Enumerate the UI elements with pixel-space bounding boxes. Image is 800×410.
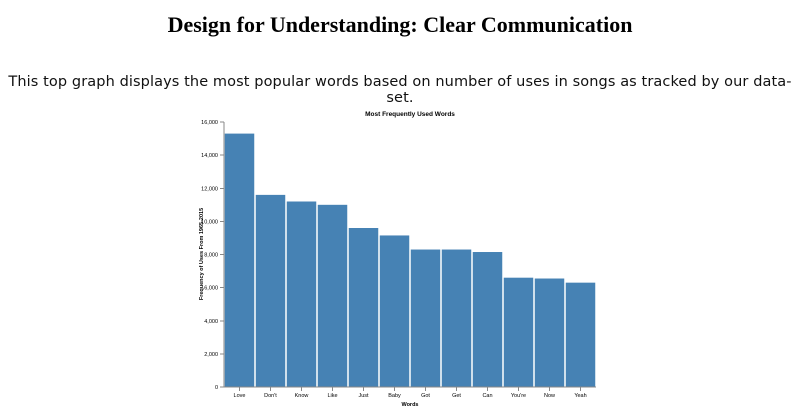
x-tick-label: Yeah (574, 393, 586, 399)
bar-just (348, 228, 379, 387)
bar-love (224, 133, 255, 387)
x-tick-label: Got (421, 393, 430, 399)
y-axis-title: Frequency of Uses From 1965-2015 (199, 208, 205, 300)
y-tick-label: 6,000 (204, 286, 218, 292)
bar-youre (503, 277, 534, 387)
bar-dont (255, 194, 286, 387)
y-tick-label: 0 (215, 385, 218, 391)
y-tick-label: 10,000 (201, 219, 218, 225)
x-tick-label: Now (544, 393, 555, 399)
bar-got (410, 249, 441, 387)
x-tick-label: Love (234, 393, 246, 399)
bar-now (534, 278, 565, 387)
page-title: Design for Understanding: Clear Communic… (167, 12, 633, 37)
x-tick-label: Get (452, 393, 461, 399)
intro-paragraph: This top graph displays the most popular… (8, 74, 792, 106)
bar-yeah (565, 282, 596, 387)
bar-like (317, 204, 348, 387)
y-tick-label: 14,000 (201, 153, 218, 159)
x-axis: Love Don't Know Like Just Baby Got Get Can You're… (224, 386, 596, 399)
bar-get (441, 249, 472, 387)
y-axis: 0 2,000 4,000 6,000 8,000 10,000 12,000 14,000 1… (201, 120, 225, 391)
x-tick-label: Baby (388, 393, 401, 399)
y-tick-label: 16,000 (201, 120, 218, 126)
y-tick-label: 8,000 (204, 253, 218, 259)
x-tick-label: You're (511, 393, 526, 399)
x-tick-label: Just (358, 393, 369, 399)
x-tick-label: Don't (264, 393, 277, 399)
x-tick-label: Know (295, 393, 309, 399)
y-tick-label: 2,000 (204, 352, 218, 358)
bar-baby (379, 235, 410, 387)
bar-know (286, 201, 317, 387)
chart-title: Most Frequently Used Words (365, 111, 455, 118)
y-tick-label: 4,000 (204, 319, 218, 325)
y-tick-label: 12,000 (201, 186, 218, 192)
x-axis-title: Words (401, 402, 418, 408)
bar-can (472, 252, 503, 387)
x-tick-label: Can (482, 393, 492, 399)
x-tick-label: Like (327, 393, 337, 399)
bars (224, 133, 596, 387)
